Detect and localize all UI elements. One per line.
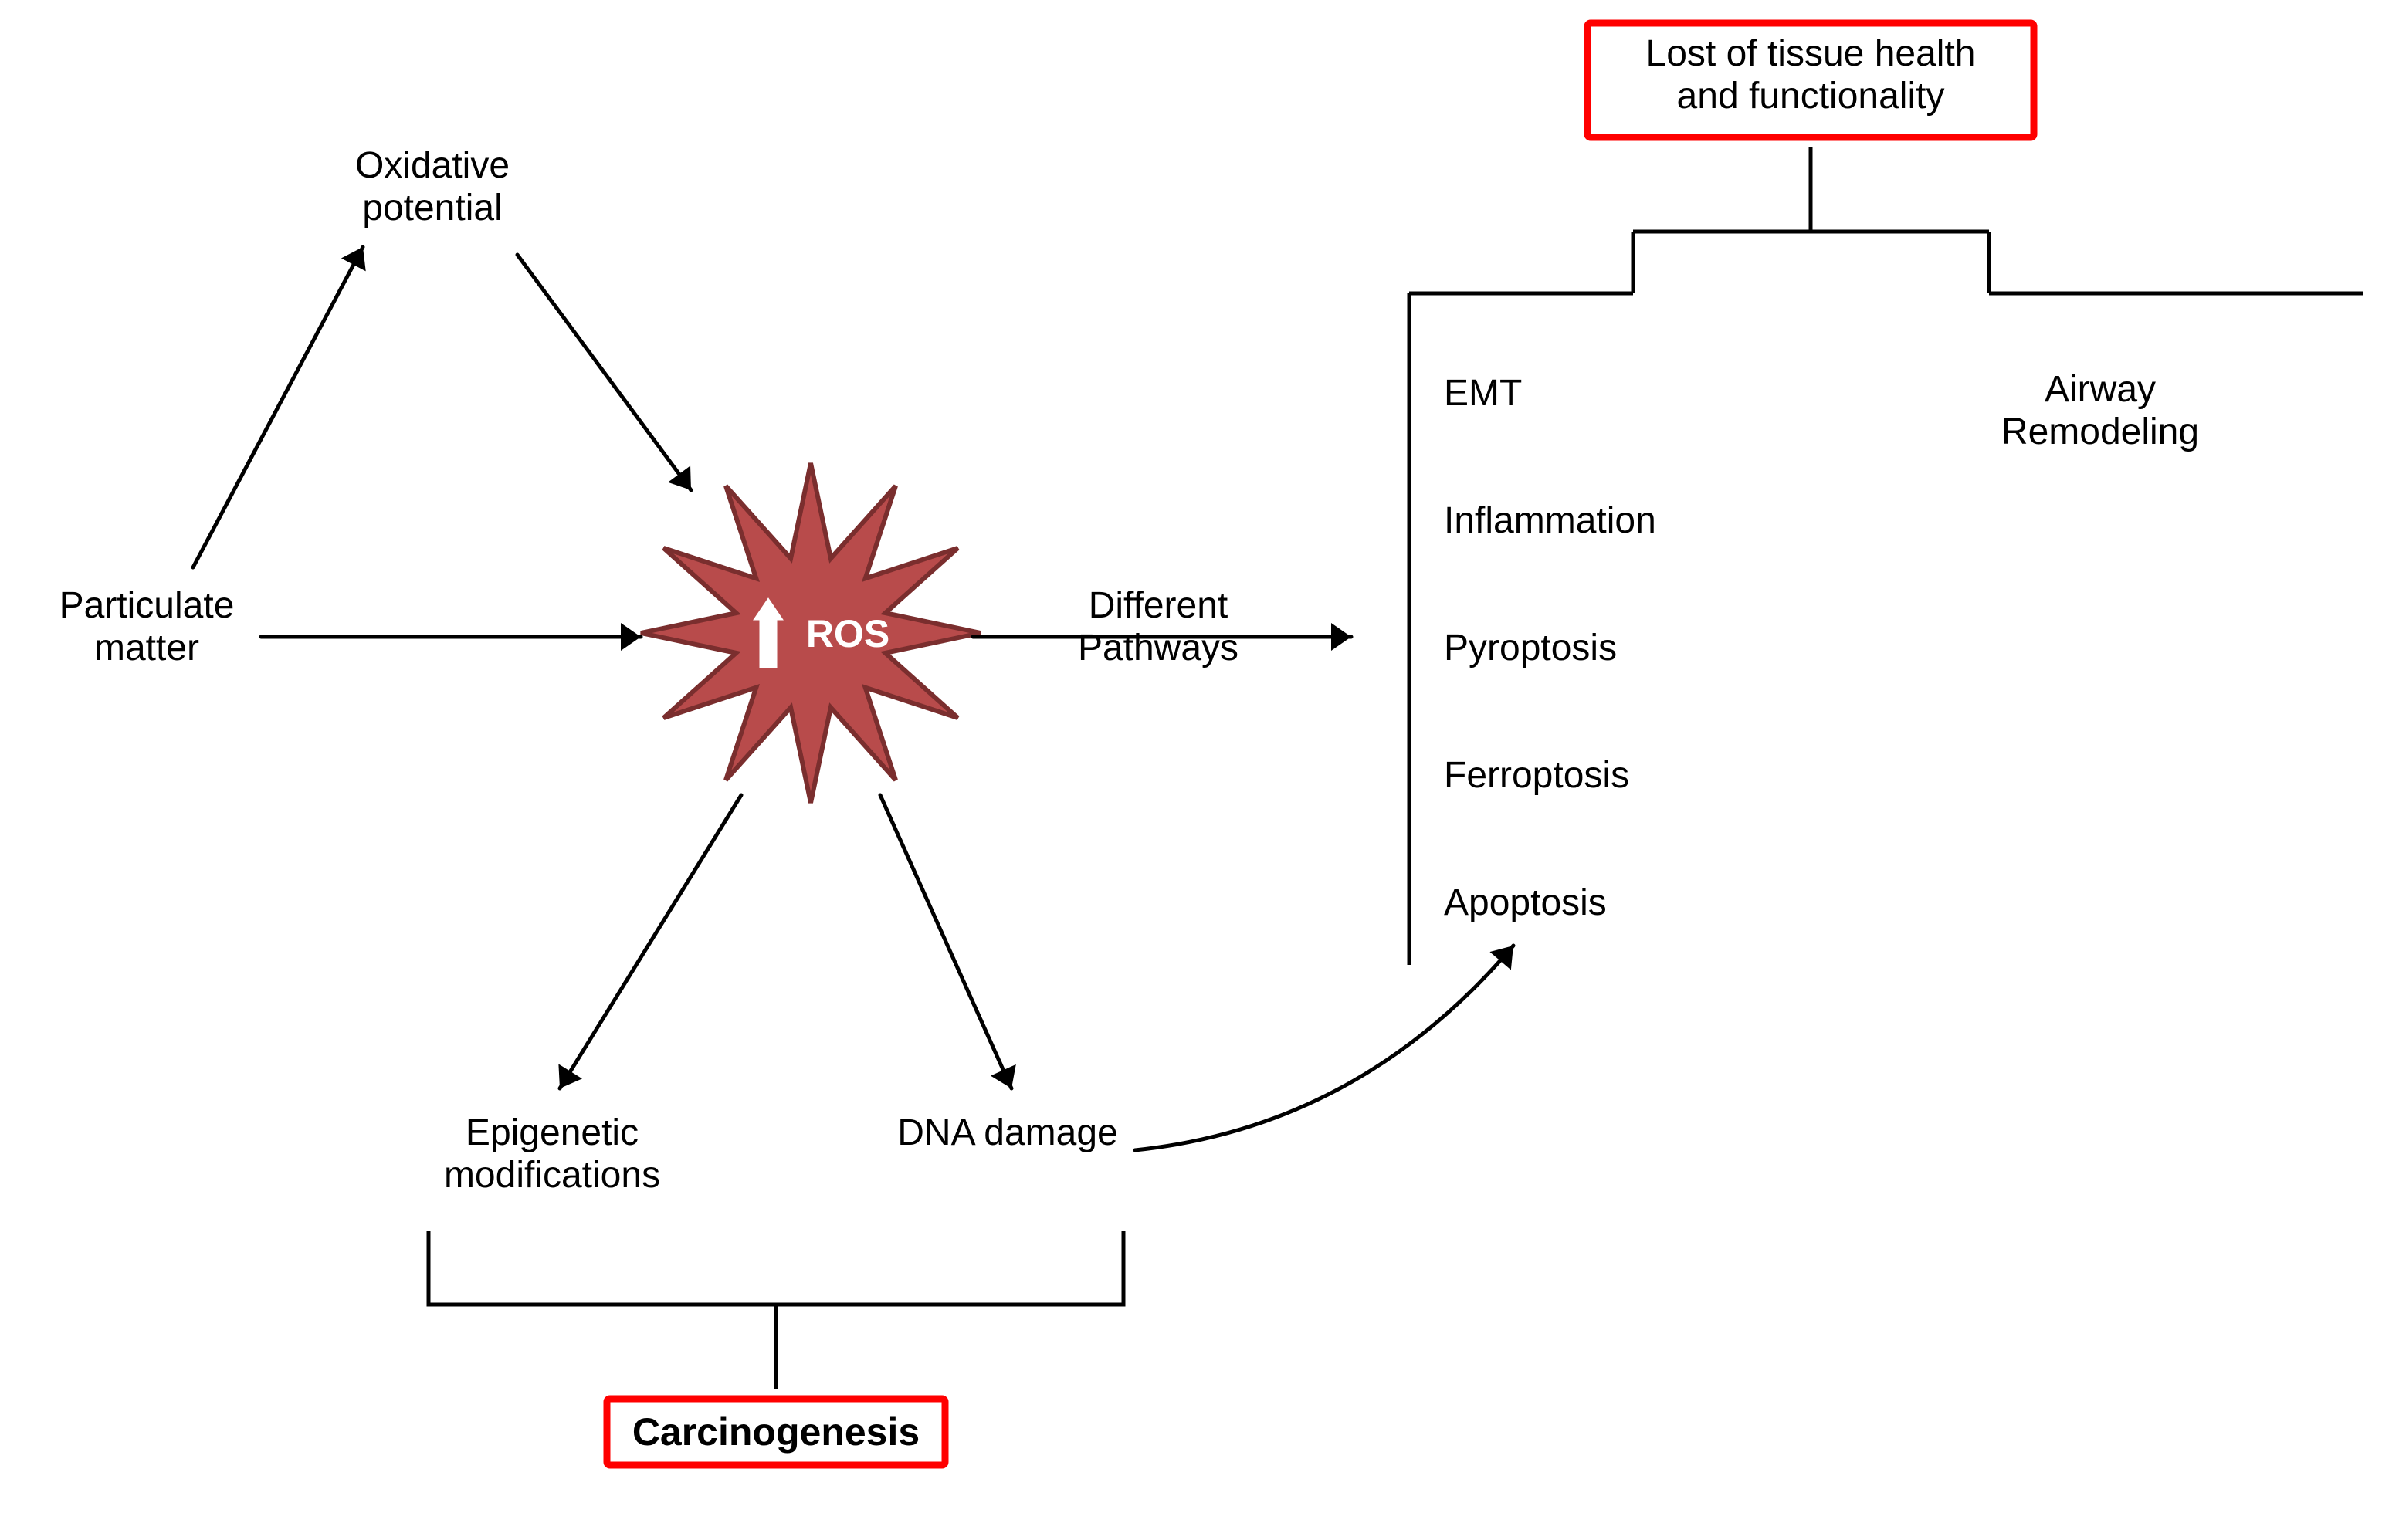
ros-label: ROS: [806, 612, 889, 655]
bracket-carcinogenesis: [429, 1231, 1123, 1389]
node-pyroptosis: Pyroptosis: [1444, 628, 1617, 668]
node-dna-damage: DNA damage: [897, 1112, 1118, 1153]
arrow-ox_to_ros: [517, 255, 691, 490]
node-emt: EMT: [1444, 373, 1522, 414]
arrowhead: [621, 623, 641, 651]
arrowhead: [1331, 623, 1351, 651]
node-epigenetic-modifications: Epigeneticmodifications: [444, 1112, 660, 1196]
arrow-ros_to_epi: [560, 795, 741, 1088]
arrowhead: [668, 465, 691, 490]
arrow-pm_to_ox: [193, 247, 363, 567]
node-apoptosis: Apoptosis: [1444, 882, 1607, 923]
node-ferroptosis: Ferroptosis: [1444, 755, 1629, 796]
node-inflammation: Inflammation: [1444, 500, 1656, 541]
node-particulate-matter: Particulatematter: [59, 585, 235, 668]
node-oxidative-potential: Oxidativepotential: [355, 145, 510, 228]
node-airway-remodeling: AirwayRemodeling: [2001, 369, 2199, 452]
node-different-pathways: DifferentPathways: [1078, 585, 1238, 668]
arrow-dna_to_list: [1135, 946, 1513, 1150]
node-carcinogenesis: Carcinogenesis: [632, 1410, 920, 1454]
arrow-ros_to_dna: [880, 795, 1011, 1088]
bracket-tissue-health: [1409, 147, 2363, 965]
